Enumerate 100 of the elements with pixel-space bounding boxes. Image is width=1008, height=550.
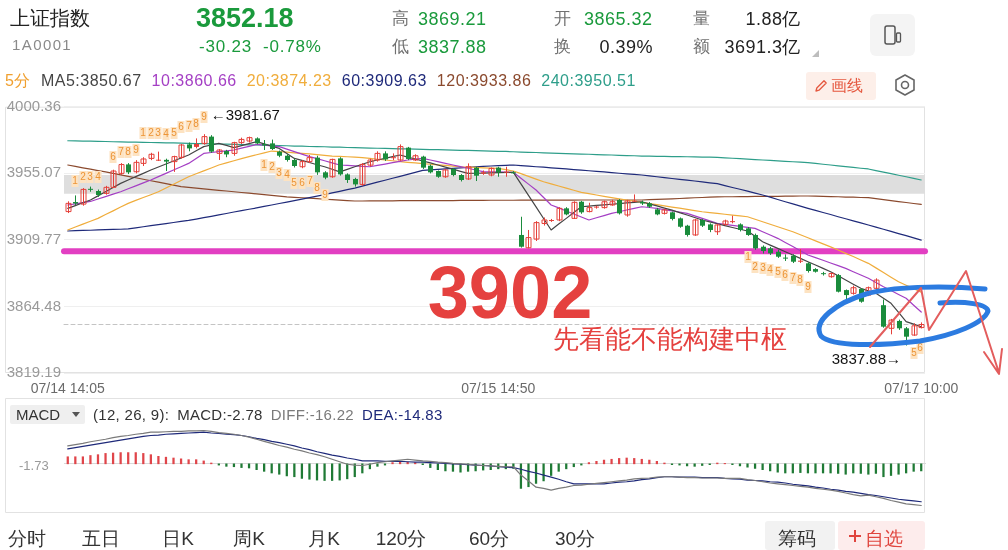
bar [829, 463, 832, 474]
y-tick-label: 3955.07 [6, 163, 61, 181]
annotation: 4 [163, 128, 170, 140]
candlestick [315, 155, 320, 176]
annotation: 4 [767, 264, 774, 276]
y-tick-label: 3864.48 [6, 296, 61, 314]
bar [240, 463, 243, 468]
text: -1.73 [19, 457, 49, 473]
text: 1.88亿 [745, 9, 801, 29]
bar [595, 461, 598, 465]
annotation: 2 [752, 261, 759, 273]
bar [897, 463, 900, 475]
annotation: 1 [261, 159, 268, 171]
annotation: 6 [299, 177, 306, 189]
text: 3865.32 [584, 9, 653, 29]
text: 换 [554, 37, 571, 56]
candlestick [798, 248, 803, 264]
annotation: 4 [95, 171, 102, 183]
annotation: 3 [155, 127, 162, 139]
bar [746, 463, 749, 468]
bar [882, 463, 885, 478]
bar [376, 463, 379, 467]
candlestick [338, 156, 343, 177]
bar [323, 463, 326, 481]
chart-title: MACD [16, 406, 61, 423]
bar [187, 459, 190, 465]
bar [610, 458, 613, 465]
text: 低 [392, 37, 409, 56]
annotation: 6 [917, 342, 924, 354]
bar [66, 456, 69, 465]
text: 分时 [8, 528, 46, 549]
annotation: 1 [140, 127, 147, 139]
candlestick [881, 298, 886, 329]
text: 上证指数 [10, 7, 90, 29]
annotation: 2 [269, 161, 276, 173]
text: 3691.3亿 [724, 37, 801, 57]
annotation: 5 [171, 127, 178, 139]
annotation: 7 [186, 120, 193, 132]
annotation: 9 [133, 144, 140, 156]
text: 月K [308, 528, 340, 549]
text: 3869.21 [418, 9, 487, 29]
annotation: 5 [775, 266, 782, 278]
text: 60分 [468, 528, 510, 549]
annotation: 7 [118, 146, 125, 158]
x-tick-label: 07/14 14:05 [30, 380, 105, 397]
annotation: ←3981.67 [210, 106, 280, 124]
annotation: 3 [760, 262, 767, 274]
text: 240:3950.51 [541, 72, 636, 89]
text: 周K [233, 528, 265, 549]
bar [74, 456, 77, 465]
text: 日K [162, 528, 194, 549]
annotation: 3837.88→ [831, 350, 901, 368]
bar [96, 454, 100, 465]
annotation: 5 [911, 347, 918, 359]
annotation: 2 [80, 171, 87, 183]
candlestick [519, 216, 524, 249]
bar [172, 457, 175, 465]
bar [542, 463, 545, 482]
y-tick-label: 3819.19 [6, 363, 61, 381]
annotation: 1 [72, 175, 79, 187]
text: 自选 [865, 528, 903, 549]
candlestick [329, 158, 336, 179]
annotation: 3 [276, 167, 283, 179]
annotation: 3 [87, 171, 94, 183]
bar [255, 463, 258, 470]
text: 量 [693, 9, 710, 28]
bar [104, 453, 107, 465]
annotation: 8 [125, 146, 132, 158]
bar [195, 459, 198, 465]
annotation: 8 [193, 118, 200, 130]
text: DEA:-14.83 [362, 406, 443, 423]
bar [157, 456, 160, 465]
text: 开 [554, 9, 571, 28]
annotation: 8 [314, 182, 321, 194]
annotation: 9 [201, 111, 208, 123]
y-tick-label: 3909.77 [6, 230, 61, 247]
text: 3852.18 [196, 3, 294, 33]
text: 筹码 [778, 528, 816, 549]
bar [81, 456, 85, 465]
x-tick-label: 07/17 10:00 [884, 380, 959, 397]
bar [308, 463, 311, 480]
text: MA5:3850.67 [40, 72, 142, 89]
bar [761, 463, 764, 470]
annotation: 5 [291, 177, 298, 189]
bar [799, 463, 802, 473]
text: -0.78% [263, 37, 322, 56]
bar [225, 463, 228, 467]
annotation: 2 [148, 127, 155, 139]
text: 高 [392, 9, 409, 28]
candlestick [511, 170, 516, 175]
text: 120分 [375, 528, 427, 549]
annotation: 6 [178, 121, 185, 133]
legend-title: 5分 [5, 72, 31, 89]
series-label: DIFF:-16.22 [270, 406, 354, 423]
annotation: 7 [307, 175, 314, 187]
text: 0.39% [599, 37, 653, 57]
text: MACD:-2.78 [177, 406, 263, 423]
annotation: 8 [797, 274, 804, 286]
annotation: 7 [790, 272, 797, 284]
text: 30分 [554, 528, 596, 549]
